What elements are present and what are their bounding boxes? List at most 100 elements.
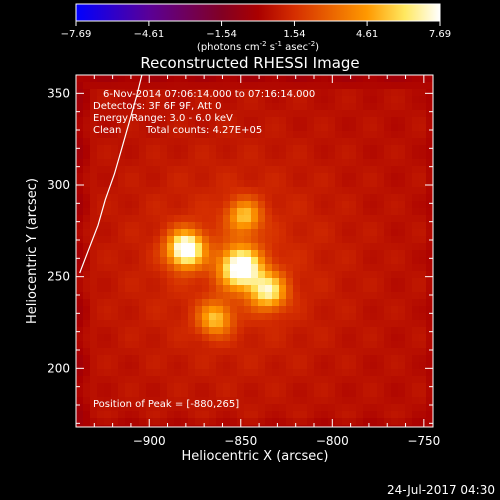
map-pixel (195, 327, 203, 335)
map-pixel (153, 257, 161, 265)
map-pixel (307, 194, 315, 202)
map-pixel (286, 103, 294, 111)
map-pixel (384, 166, 392, 174)
map-pixel (230, 299, 238, 307)
map-pixel (363, 243, 371, 251)
map-pixel (76, 306, 84, 314)
map-pixel (111, 138, 119, 146)
map-pixel (209, 404, 217, 412)
map-pixel (202, 362, 210, 370)
map-pixel (188, 425, 196, 427)
map-pixel (370, 201, 378, 209)
map-pixel (132, 348, 140, 356)
map-pixel (279, 341, 287, 349)
map-pixel (125, 383, 133, 391)
map-pixel (132, 285, 140, 293)
map-pixel (258, 376, 266, 384)
map-pixel (405, 376, 413, 384)
map-pixel (272, 110, 280, 118)
map-pixel (272, 215, 280, 223)
map-pixel (251, 110, 259, 118)
map-pixel (118, 124, 126, 132)
map-pixel (391, 194, 399, 202)
map-pixel (363, 110, 371, 118)
map-pixel (321, 166, 329, 174)
map-pixel (188, 383, 196, 391)
map-pixel (342, 418, 350, 426)
map-pixel (202, 131, 210, 139)
map-pixel (377, 75, 385, 83)
map-pixel (174, 285, 182, 293)
map-pixel (398, 201, 406, 209)
map-pixel (244, 341, 252, 349)
map-pixel (195, 390, 203, 398)
map-pixel (90, 390, 98, 398)
map-pixel (300, 362, 308, 370)
map-pixel (286, 229, 294, 237)
map-pixel (279, 327, 287, 335)
map-pixel (405, 75, 413, 83)
map-pixel (181, 425, 189, 427)
map-pixel (377, 327, 385, 335)
map-pixel (160, 292, 168, 300)
map-pixel (104, 285, 112, 293)
map-pixel (349, 348, 357, 356)
map-pixel (286, 271, 294, 279)
map-pixel (188, 215, 196, 223)
map-pixel (314, 173, 322, 181)
map-pixel (139, 285, 147, 293)
map-pixel (272, 341, 280, 349)
map-pixel (349, 208, 357, 216)
map-pixel (377, 173, 385, 181)
map-pixel (132, 229, 140, 237)
map-pixel (125, 376, 133, 384)
map-pixel (328, 320, 336, 328)
map-pixel (258, 159, 266, 167)
map-pixel (412, 264, 420, 272)
map-pixel (300, 390, 308, 398)
map-pixel (405, 299, 413, 307)
map-pixel (412, 138, 420, 146)
map-pixel (356, 96, 364, 104)
map-pixel (167, 327, 175, 335)
map-pixel (202, 334, 210, 342)
map-pixel (321, 110, 329, 118)
map-pixel (111, 285, 119, 293)
map-pixel (188, 152, 196, 160)
map-pixel (391, 117, 399, 125)
map-pixel (335, 152, 343, 160)
map-pixel (314, 243, 322, 251)
map-pixel (405, 96, 413, 104)
map-pixel (139, 341, 147, 349)
map-pixel (237, 215, 245, 223)
map-pixel (195, 243, 203, 251)
map-pixel (370, 397, 378, 405)
map-pixel (160, 390, 168, 398)
map-pixel (286, 215, 294, 223)
map-pixel (279, 313, 287, 321)
map-pixel (83, 243, 91, 251)
map-pixel (181, 166, 189, 174)
map-pixel (132, 327, 140, 335)
map-pixel (160, 362, 168, 370)
map-pixel (97, 348, 105, 356)
map-pixel (398, 411, 406, 419)
map-pixel (286, 397, 294, 405)
map-pixel (111, 299, 119, 307)
map-pixel (356, 264, 364, 272)
map-pixel (118, 215, 126, 223)
map-pixel (174, 187, 182, 195)
map-pixel (356, 250, 364, 258)
map-pixel (349, 229, 357, 237)
map-pixel (293, 292, 301, 300)
map-pixel (398, 180, 406, 188)
map-pixel (160, 334, 168, 342)
map-pixel (223, 138, 231, 146)
map-pixel (195, 166, 203, 174)
map-pixel (335, 285, 343, 293)
map-pixel (342, 110, 350, 118)
map-pixel (237, 362, 245, 370)
map-pixel (342, 187, 350, 195)
map-pixel (83, 201, 91, 209)
map-pixel (300, 383, 308, 391)
